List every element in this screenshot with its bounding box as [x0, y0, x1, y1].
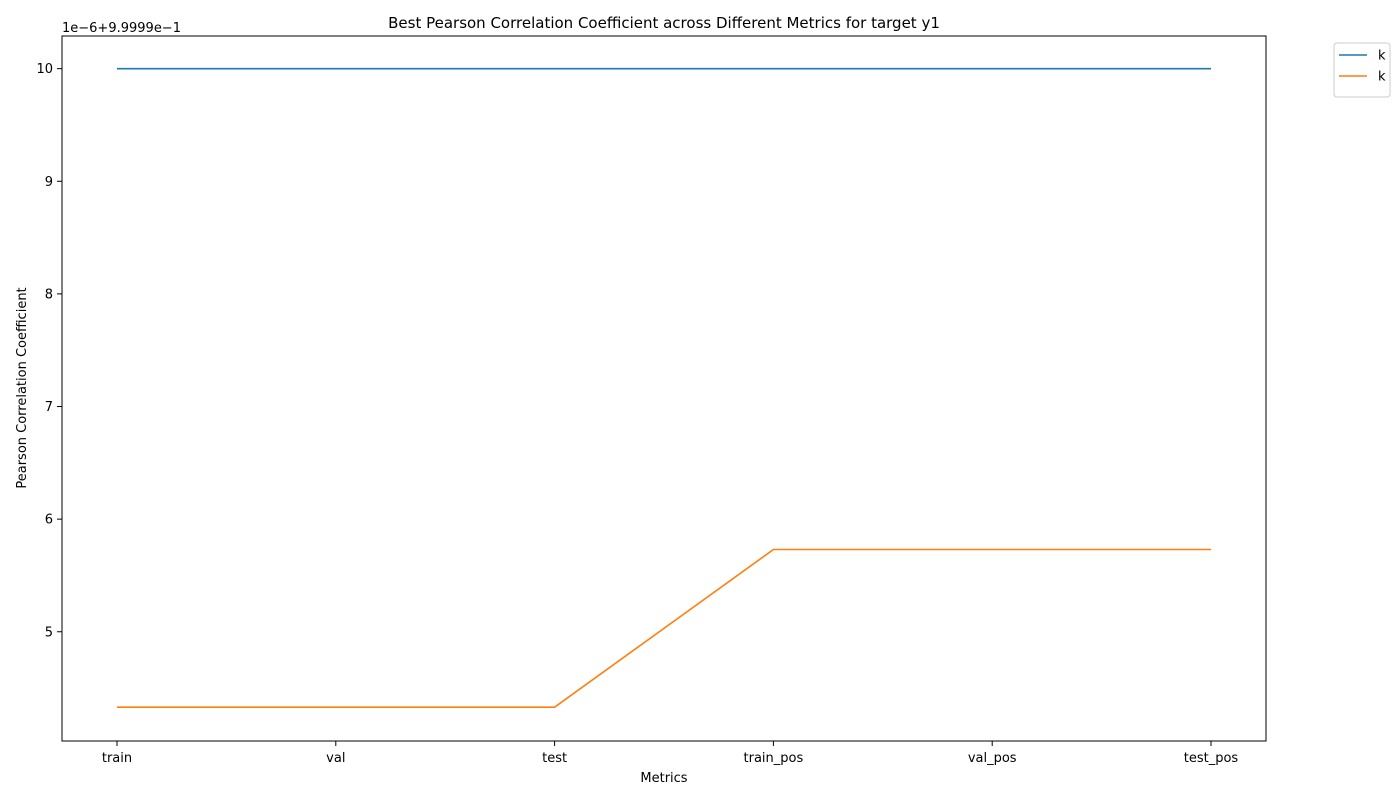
x-tick-label: val: [326, 751, 345, 766]
y-axis-offset-text: 1e−6+9.9999e−1: [62, 21, 181, 36]
y-tick-label: 9: [45, 175, 53, 190]
legend: kk: [1333, 42, 1391, 98]
series-line-2: [117, 548, 1211, 709]
x-tick-label: train: [102, 751, 132, 766]
x-axis-label: Metrics: [640, 771, 687, 786]
x-axis-ticks: train val test train_pos val_pos test_pos: [102, 741, 1239, 766]
y-tick-label: 6: [45, 513, 53, 528]
series-layer: [117, 67, 1211, 709]
x-tick-label: test: [542, 751, 567, 766]
plot-area: [61, 35, 1267, 742]
legend-label-2: k: [1378, 70, 1386, 85]
legend-label-1: k: [1378, 49, 1386, 64]
y-tick-label: 10: [36, 62, 53, 77]
y-tick-label: 5: [45, 625, 53, 640]
y-tick-label: 7: [45, 400, 53, 415]
x-tick-label: test_pos: [1184, 751, 1239, 766]
legend-frame: [1333, 42, 1391, 98]
x-tick-label: val_pos: [968, 751, 1017, 766]
y-tick-label: 8: [45, 287, 53, 302]
chart-title: Best Pearson Correlation Coefficient acr…: [388, 14, 940, 32]
x-tick-label: train_pos: [744, 751, 804, 766]
y-axis-ticks: 5 6 7 8 9 10: [36, 62, 62, 640]
y-axis-label: Pearson Correlation Coefficient: [15, 287, 30, 488]
